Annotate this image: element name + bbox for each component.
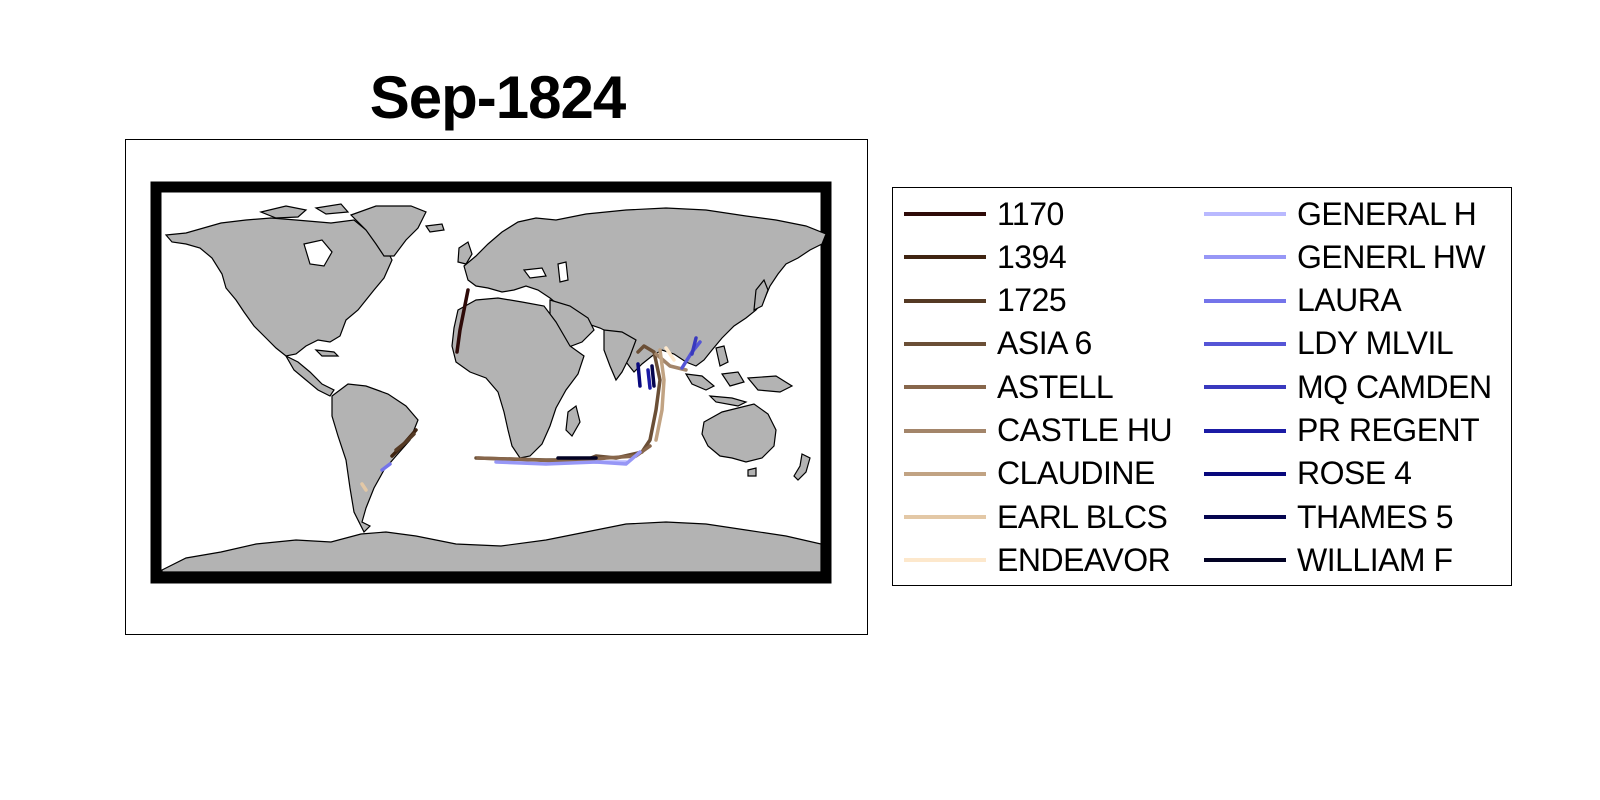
track-1725 bbox=[394, 432, 416, 452]
legend-item: 1725 bbox=[893, 281, 1067, 321]
legend-label: ASIA 6 bbox=[997, 325, 1092, 362]
legend-item: ASTELL bbox=[893, 367, 1114, 407]
track-endeavor bbox=[664, 346, 676, 362]
legend-label: GENERL HW bbox=[1297, 238, 1486, 275]
legend-item: WILLIAM F bbox=[1193, 540, 1453, 580]
legend-item: LDY MLVIL bbox=[1193, 324, 1454, 364]
south-america bbox=[331, 383, 419, 534]
central-america bbox=[284, 354, 335, 397]
legend-swatch bbox=[904, 471, 986, 476]
map-panel bbox=[125, 139, 868, 635]
legend-label: ROSE 4 bbox=[1297, 455, 1412, 492]
legend-swatch bbox=[904, 298, 986, 303]
map-title: Sep-1824 bbox=[369, 64, 627, 131]
legend-label: 1394 bbox=[997, 238, 1067, 275]
track-mq-camden bbox=[690, 336, 698, 356]
legend-label: 1725 bbox=[997, 282, 1067, 319]
legend-item: ENDEAVOR bbox=[893, 540, 1171, 580]
legend-label: EARL BLCS bbox=[997, 498, 1168, 535]
north-america bbox=[164, 217, 393, 357]
track-thames-5 bbox=[650, 364, 656, 388]
legend-item: EARL BLCS bbox=[893, 497, 1168, 537]
track-earl-blcs bbox=[360, 482, 368, 492]
greenland bbox=[349, 205, 427, 257]
legend-swatch bbox=[904, 212, 986, 216]
legend-item: MQ CAMDEN bbox=[1193, 367, 1492, 407]
legend-label: 1170 bbox=[997, 195, 1064, 232]
legend-item: ROSE 4 bbox=[1193, 454, 1412, 494]
legend-label: MQ CAMDEN bbox=[1297, 368, 1492, 405]
legend-item: 1170 bbox=[893, 194, 1064, 234]
legend-item: 1394 bbox=[893, 237, 1067, 277]
india bbox=[603, 329, 637, 382]
legend-item: THAMES 5 bbox=[1193, 497, 1454, 537]
track-1170 bbox=[455, 288, 470, 354]
track-generl-hw bbox=[494, 450, 642, 466]
legend-swatch bbox=[904, 428, 986, 433]
legend-item: CASTLE HU bbox=[893, 411, 1173, 451]
legend-swatch bbox=[904, 341, 986, 346]
antarctica bbox=[161, 521, 822, 573]
track-laura bbox=[380, 462, 392, 472]
legend-swatch bbox=[904, 515, 986, 520]
legend-swatch bbox=[1204, 298, 1286, 303]
legend-item: GENERL HW bbox=[1193, 237, 1486, 277]
legend-swatch bbox=[1204, 385, 1286, 390]
legend-label: GENERAL H bbox=[1297, 195, 1477, 232]
legend-label: THAMES 5 bbox=[1297, 498, 1454, 535]
track-rose-4 bbox=[636, 362, 642, 388]
legend-label: PR REGENT bbox=[1297, 412, 1480, 448]
world-map bbox=[150, 181, 832, 584]
legend-swatch bbox=[1204, 471, 1286, 476]
legend-label: CASTLE HU bbox=[997, 412, 1173, 448]
legend-swatch bbox=[1204, 515, 1286, 520]
legend-label: ENDEAVOR bbox=[997, 541, 1171, 578]
legend-swatch bbox=[904, 255, 986, 260]
legend-swatch bbox=[904, 558, 986, 563]
legend-item: ASIA 6 bbox=[893, 324, 1092, 364]
legend-swatch bbox=[1204, 212, 1286, 216]
australia bbox=[701, 403, 777, 463]
land-masses bbox=[161, 203, 827, 573]
legend-label: ASTELL bbox=[997, 368, 1114, 405]
legend-label: LDY MLVIL bbox=[1297, 325, 1454, 362]
legend-label: LAURA bbox=[1297, 282, 1402, 319]
legend-item: LAURA bbox=[1193, 281, 1402, 321]
legend-swatch bbox=[1204, 558, 1286, 563]
track-pr-regent bbox=[646, 368, 652, 390]
legend-item: CLAUDINE bbox=[893, 454, 1155, 494]
legend-item: GENERAL H bbox=[1193, 194, 1477, 234]
ship-tracks bbox=[360, 288, 702, 492]
legend-swatch bbox=[1204, 428, 1286, 433]
legend: 1170 1394 1725 ASIA 6 ASTELL CASTLE HU CLAUDIN… bbox=[892, 187, 1512, 586]
legend-swatch bbox=[1204, 255, 1286, 260]
africa bbox=[451, 297, 585, 459]
legend-label: WILLIAM F bbox=[1297, 541, 1453, 578]
track-claudine bbox=[654, 348, 666, 442]
legend-label: CLAUDINE bbox=[997, 455, 1155, 492]
legend-item: PR REGENT bbox=[1193, 411, 1480, 451]
legend-swatch bbox=[1204, 341, 1286, 346]
legend-swatch bbox=[904, 385, 986, 390]
